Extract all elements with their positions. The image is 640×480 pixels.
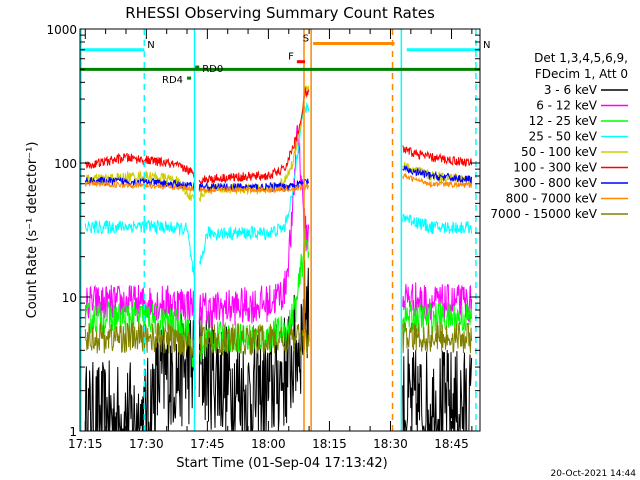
x-tick-label: 18:45 [434,437,469,451]
legend-label-7: 300 - 800 keV [513,176,597,190]
x-tick-label: 18:00 [251,437,286,451]
y-tick-label: 100 [54,157,77,171]
x-tick-label: 18:15 [312,437,347,451]
footer-date: 20-Oct-2021 14:44 [551,469,637,479]
series-line-9 [84,321,473,357]
legend: Det 1,3,4,5,6,9, FDecim 1, Att 0 3 - 6 k… [490,51,628,221]
x-tick-label: 17:15 [68,437,103,451]
x-tick-label: 17:45 [190,437,225,451]
series-line-8 [84,172,473,195]
plot-frame [79,28,481,432]
x-axis-title: Start Time (01-Sep-04 17:13:42) [176,456,387,471]
legend-header-line-2: FDecim 1, Att 0 [535,67,628,81]
y-tick-label: 1000 [46,23,77,37]
status-label-4: RD4 [162,75,183,86]
status-label-1: N [147,40,154,51]
legend-header-line-1: Det 1,3,4,5,6,9, [534,51,628,65]
status-label-5: RD0 [202,64,223,75]
y-tick-label: 1 [69,425,77,439]
series-line-1 [84,246,473,432]
y-axis-title: Count Rate (s⁻¹ detector⁻¹) [25,142,40,319]
x-tick-label: 17:30 [129,437,164,451]
legend-label-4: 25 - 50 keV [529,130,598,144]
status-label-7: S [303,33,309,44]
status-label-2: N [483,40,490,51]
legend-label-5: 50 - 100 keV [521,145,598,159]
legend-label-1: 3 - 6 keV [544,83,598,97]
x-axis: 17:15 17:30 17:45 18:00 18:15 18:30 18:45 [68,29,473,451]
chart-title: RHESSI Observing Summary Count Rates [125,4,435,22]
series-line-4 [84,102,473,279]
plot-content: N N RD4 RD0 FS [80,29,490,432]
legend-label-2: 6 - 12 keV [536,99,598,113]
x-tick-label: 18:30 [373,437,408,451]
y-axis: 1 10 100 1000 [46,23,480,439]
status-label-6: F [288,52,294,63]
series-line-6 [84,87,473,185]
legend-label-9: 7000 - 15000 keV [490,207,597,221]
legend-label-3: 12 - 25 keV [529,114,598,128]
y-tick-label: 10 [62,291,77,305]
legend-label-6: 100 - 300 keV [513,161,597,175]
legend-label-8: 800 - 7000 keV [506,192,598,206]
